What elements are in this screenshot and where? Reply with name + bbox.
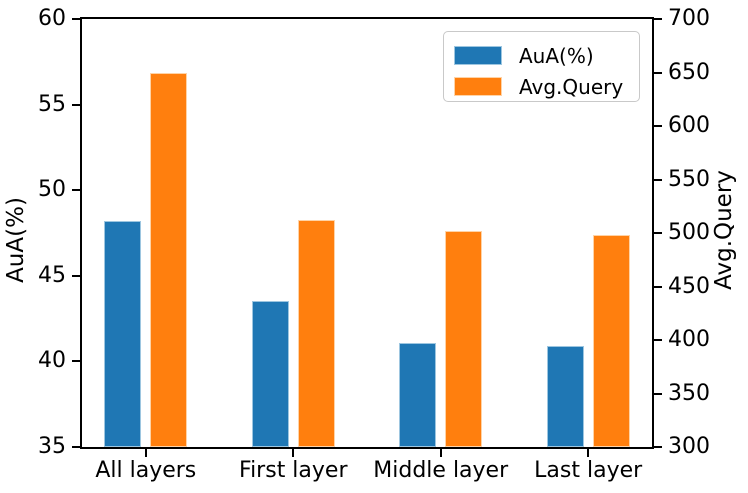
left-y-tick-label: 35	[38, 434, 66, 459]
right-y-tick-label: 600	[668, 113, 710, 138]
right-y-tick	[654, 125, 662, 127]
right-y-tick	[654, 178, 662, 181]
x-tick-label: Middle layer	[373, 458, 509, 483]
legend-swatch-orange	[454, 77, 502, 96]
right-y-tick-label: 450	[668, 273, 710, 299]
bar-aua-2	[399, 342, 437, 447]
right-y-tick-label: 550	[668, 166, 710, 192]
x-tick-label: Last layer	[534, 458, 643, 483]
bar-avgquery-1	[297, 220, 335, 447]
right-y-tick-label: 400	[668, 327, 710, 352]
right-y-tick	[654, 285, 662, 288]
x-tick	[292, 449, 295, 457]
left-y-tick-label: 40	[38, 348, 66, 374]
legend-item-avgquery: Avg.Query	[454, 73, 639, 100]
left-y-tick	[72, 18, 80, 20]
left-y-tick	[72, 446, 80, 448]
right-y-tick-label: 650	[668, 59, 710, 85]
x-tick-label: First layer	[239, 458, 348, 483]
x-tick	[439, 449, 442, 457]
left-y-tick-label: 45	[38, 262, 66, 288]
x-tick-label: All layers	[95, 458, 197, 483]
left-y-tick	[72, 103, 80, 106]
left-y-tick	[72, 189, 80, 192]
legend-swatch-blue	[454, 46, 502, 65]
bar-avgquery-2	[445, 230, 483, 447]
left-y-tick	[72, 360, 80, 363]
bar-aua-0	[104, 221, 142, 447]
left-y-tick-label: 60	[38, 6, 66, 31]
right-y-tick	[654, 18, 662, 20]
legend-label-aua: AuA(%)	[519, 43, 594, 68]
bar-avgquery-0	[150, 72, 188, 447]
right-y-tick-label: 350	[668, 380, 710, 406]
legend-item-aua: AuA(%)	[454, 42, 639, 69]
legend: AuA(%) Avg.Query	[443, 31, 640, 102]
right-y-tick	[654, 232, 662, 234]
right-y-tick	[654, 392, 662, 395]
x-tick	[587, 449, 590, 457]
left-y-tick-label: 50	[38, 177, 66, 203]
left-y-tick-label: 55	[38, 91, 66, 117]
legend-label-avgquery: Avg.Query	[519, 74, 624, 99]
bar-aua-1	[251, 301, 289, 447]
right-y-tick	[654, 71, 662, 74]
right-y-tick-label: 700	[668, 6, 710, 31]
bar-avgquery-3	[592, 235, 630, 447]
left-y-tick	[72, 274, 80, 277]
bar-aua-3	[546, 345, 584, 447]
right-y-tick-label: 300	[668, 434, 710, 459]
right-y-tick-label: 500	[668, 220, 710, 245]
x-tick	[144, 449, 147, 457]
right-y-tick	[654, 446, 662, 448]
right-y-tick	[654, 339, 662, 341]
